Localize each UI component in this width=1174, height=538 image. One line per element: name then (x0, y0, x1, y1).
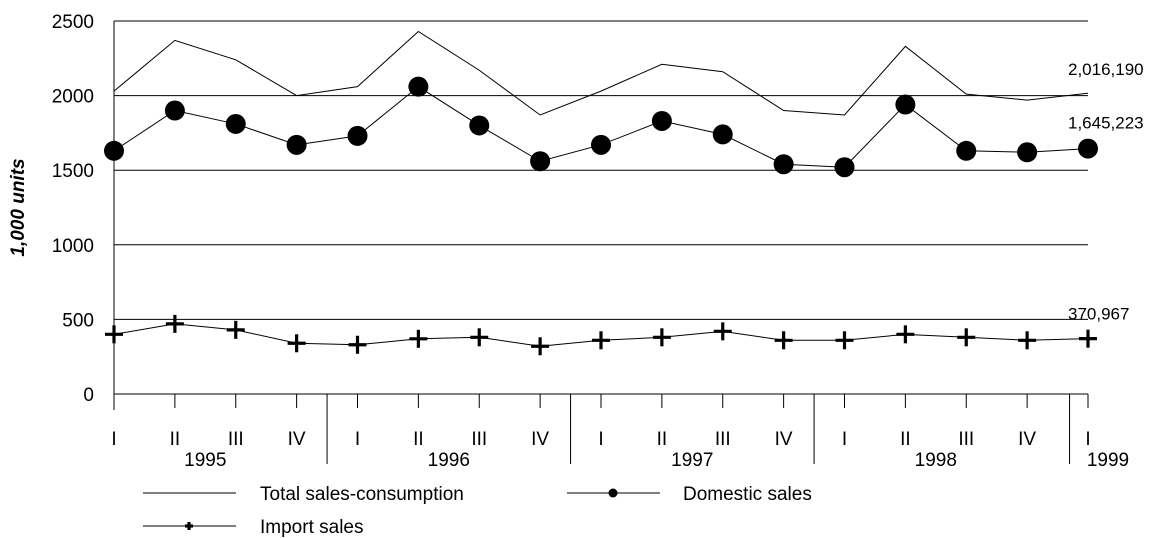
plus-marker (1018, 331, 1037, 350)
plus-marker (957, 328, 976, 347)
plus-marker (226, 320, 245, 339)
series-domestic-sales (104, 76, 1098, 178)
data-point (104, 140, 124, 161)
plus-marker (470, 328, 489, 347)
x-tick-label: I (111, 429, 116, 450)
data-point (591, 134, 611, 155)
plus-marker (652, 328, 671, 347)
year-label: 1997 (671, 450, 713, 471)
series-lines (104, 30, 1098, 356)
plus-marker (287, 334, 306, 353)
plus-marker (348, 335, 367, 354)
end-value-label: 1,645,223 (1068, 114, 1144, 133)
legend-item: Domestic sales (567, 484, 812, 505)
plus-marker (896, 325, 915, 344)
data-point (1017, 142, 1038, 163)
legend-label: Import sales (260, 517, 363, 538)
plus-marker (409, 329, 428, 348)
data-point (469, 115, 490, 136)
y-tick-label: 0 (83, 385, 94, 406)
year-label: 1995 (184, 450, 226, 471)
plus-marker (835, 331, 854, 350)
data-point (164, 100, 185, 121)
plus-marker (774, 331, 793, 350)
y-tick-labels: 0 500 1000 1500 2000 2500 (52, 12, 94, 406)
series-total-sales-consumption (113, 30, 1089, 116)
series-line (113, 30, 1089, 116)
plus-marker (1079, 329, 1097, 348)
x-tick-label: II (900, 429, 911, 450)
x-tick-label: III (715, 429, 731, 450)
x-tick-label: I (842, 429, 847, 450)
data-point (1078, 138, 1098, 159)
x-tick-label: IV (288, 429, 306, 450)
legend-label: Domestic sales (683, 484, 812, 505)
plus-marker (531, 337, 550, 356)
grid-lines (114, 20, 1088, 395)
data-point (347, 125, 368, 146)
data-point (956, 140, 977, 161)
series-import-sales (105, 314, 1097, 356)
x-tick-label: III (958, 429, 974, 450)
legend: Total sales-consumption Domestic sales Imp… (143, 484, 812, 538)
legend-marker (608, 488, 618, 498)
end-value-annotations: 2,016,190 1,645,223 370,967 (1068, 60, 1144, 323)
plus-marker (185, 522, 193, 530)
series-line (113, 86, 1089, 168)
x-tick-label: II (170, 429, 181, 450)
data-point (895, 94, 916, 115)
year-label: 1999 (1087, 450, 1129, 471)
legend-item: Import sales (143, 517, 363, 538)
y-tick-label: 2500 (52, 12, 94, 33)
x-tick-label: I (355, 429, 360, 450)
y-tick-label: 1000 (52, 236, 94, 257)
legend-label: Total sales-consumption (260, 484, 464, 505)
x-tick-label: I (598, 429, 603, 450)
x-tick-label: III (471, 429, 487, 450)
data-point (834, 157, 855, 178)
end-value-label: 370,967 (1068, 305, 1129, 324)
year-label: 1996 (428, 450, 470, 471)
y-tick-label: 1500 (52, 161, 94, 182)
x-tick-label: IV (775, 429, 793, 450)
y-axis-label: 1,000 units (8, 158, 29, 256)
data-point (286, 134, 307, 155)
plus-marker (105, 325, 123, 344)
x-tick-label: II (657, 429, 668, 450)
data-point (408, 76, 429, 97)
data-point (530, 151, 551, 172)
plus-marker (592, 331, 610, 350)
x-tick-label: II (413, 429, 424, 450)
x-tick-label: IV (531, 429, 549, 450)
data-point (651, 110, 672, 131)
end-value-label: 2,016,190 (1068, 60, 1144, 79)
plus-marker (713, 322, 732, 341)
x-tick-label: III (228, 429, 244, 450)
x-tick-label: IV (1018, 429, 1036, 450)
plus-marker (165, 314, 184, 333)
x-tick-label: I (1085, 429, 1090, 450)
y-tick-label: 2000 (52, 87, 94, 108)
data-point (773, 154, 794, 175)
y-tick-label: 500 (62, 310, 94, 331)
data-point (225, 113, 246, 134)
legend-item: Total sales-consumption (143, 484, 464, 505)
year-label: 1998 (915, 450, 957, 471)
data-point (712, 124, 733, 145)
